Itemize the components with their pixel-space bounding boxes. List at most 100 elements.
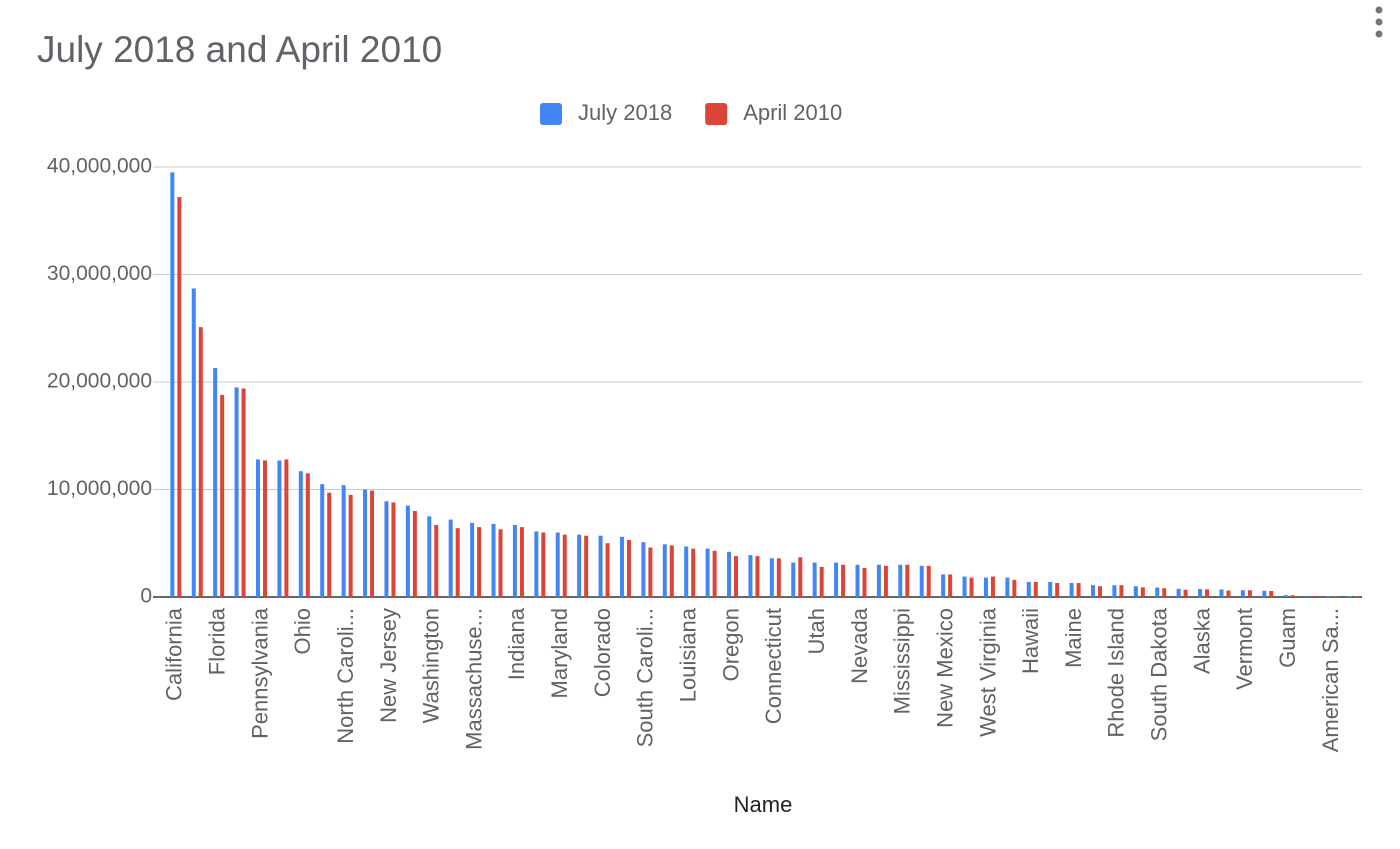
bar xyxy=(470,522,475,597)
bar xyxy=(220,394,225,597)
bar xyxy=(791,562,796,597)
bar xyxy=(1005,577,1010,597)
x-tick-label: North Caroli... xyxy=(333,608,358,744)
bar xyxy=(983,577,988,597)
x-tick-label: Nevada xyxy=(847,607,872,684)
bar xyxy=(990,576,995,597)
bar xyxy=(798,557,803,597)
menu-icon[interactable] xyxy=(1375,6,1383,38)
bar xyxy=(705,548,710,597)
x-tick-label: Washington xyxy=(419,608,444,723)
bar xyxy=(605,543,610,597)
bar xyxy=(855,564,860,597)
bar xyxy=(769,558,774,597)
bar xyxy=(862,567,867,597)
bar xyxy=(370,490,375,597)
x-tick-label: Maryland xyxy=(547,608,572,698)
x-tick-label: Connecticut xyxy=(761,608,786,724)
y-tick-label: 40,000,000 xyxy=(47,155,152,178)
bar xyxy=(1112,585,1117,597)
bar xyxy=(841,564,846,597)
chart-title: July 2018 and April 2010 xyxy=(37,29,442,70)
bar xyxy=(748,555,753,597)
bar xyxy=(391,502,396,597)
bar xyxy=(734,556,739,597)
bar xyxy=(455,528,460,597)
x-tick-label: South Dakota xyxy=(1147,607,1172,741)
bar xyxy=(477,527,482,597)
bar xyxy=(1205,589,1210,597)
bar xyxy=(170,172,175,597)
x-axis-title: Name xyxy=(734,792,793,817)
legend-label: April 2010 xyxy=(743,100,842,125)
bar xyxy=(1183,589,1188,597)
bar xyxy=(626,540,631,597)
bar xyxy=(1283,595,1288,597)
bar xyxy=(541,532,546,597)
bar xyxy=(712,550,717,597)
bar xyxy=(727,551,732,597)
x-tick-label: California xyxy=(162,607,187,701)
x-tick-label: Ohio xyxy=(290,608,315,654)
y-tick-label: 30,000,000 xyxy=(47,262,152,285)
bar xyxy=(1055,583,1060,597)
bar xyxy=(926,565,931,597)
bar xyxy=(941,574,946,597)
x-tick-label: Maine xyxy=(1061,608,1086,668)
bar xyxy=(584,535,589,597)
x-tick-label: Oregon xyxy=(718,608,743,681)
bar xyxy=(577,534,582,597)
bar xyxy=(648,547,653,597)
x-tick-label: West Virginia xyxy=(975,607,1000,737)
bar xyxy=(1240,590,1245,597)
legend-swatch xyxy=(540,103,562,125)
bar xyxy=(819,566,824,597)
bar xyxy=(755,556,760,597)
bar xyxy=(1290,595,1295,597)
bar xyxy=(1354,596,1359,597)
bar xyxy=(298,471,303,597)
bar xyxy=(1012,579,1017,597)
bar xyxy=(1326,596,1331,597)
bar xyxy=(948,574,953,597)
bar xyxy=(405,505,410,597)
bar xyxy=(1048,581,1053,597)
bar xyxy=(905,564,910,597)
bar xyxy=(598,535,603,597)
x-tick-label: Florida xyxy=(204,607,229,675)
bar xyxy=(1305,595,1310,597)
bar xyxy=(1247,590,1252,597)
legend-label: July 2018 xyxy=(578,100,672,125)
x-tick-label: Alaska xyxy=(1189,607,1214,674)
bar xyxy=(427,516,432,597)
bar xyxy=(384,501,389,597)
bar xyxy=(684,546,689,597)
bar xyxy=(776,558,781,597)
bar xyxy=(919,565,924,597)
bar xyxy=(1140,587,1145,597)
bar xyxy=(255,459,260,597)
x-tick-label: Indiana xyxy=(504,607,529,680)
bar xyxy=(191,288,196,597)
x-tick-label: Colorado xyxy=(590,608,615,697)
x-tick-label: Hawaii xyxy=(1018,608,1043,674)
bar xyxy=(1198,589,1203,597)
bar xyxy=(834,562,839,597)
legend-swatch xyxy=(705,103,728,125)
bar xyxy=(1312,595,1317,597)
bar xyxy=(534,531,539,597)
bar xyxy=(1119,585,1124,597)
bar xyxy=(448,519,453,597)
bar xyxy=(1176,588,1181,597)
x-tick-label: South Caroli... xyxy=(633,608,658,747)
bar xyxy=(962,576,967,597)
bar xyxy=(898,564,903,597)
bar xyxy=(284,459,289,597)
bar xyxy=(1347,596,1352,597)
bar xyxy=(198,327,203,597)
bar xyxy=(1076,583,1081,597)
x-tick-label: New Mexico xyxy=(932,608,957,728)
bar xyxy=(1162,588,1167,597)
bar xyxy=(277,460,282,597)
x-tick-label: Louisiana xyxy=(676,607,701,702)
